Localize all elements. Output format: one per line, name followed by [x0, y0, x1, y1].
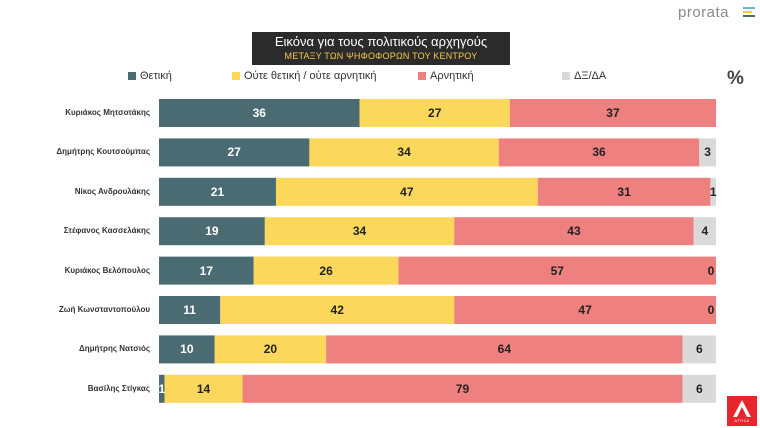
bar-segment-neutral — [220, 296, 455, 324]
percent-unit-label: % — [727, 68, 744, 89]
chart-title: Εικόνα για τους πολιτικούς αρχηγούς — [274, 34, 488, 49]
bar-segment-neutral — [164, 374, 243, 403]
data-label: 34 — [397, 145, 411, 160]
title-banner: Εικόνα για τους πολιτικούς αρχηγούς ΜΕΤΑ… — [252, 32, 510, 65]
bar-segment-negative — [454, 296, 716, 324]
legend-label-negative: Αρνητική — [430, 70, 474, 82]
attica-a-icon — [733, 400, 751, 417]
legend-label-dk-na: ΔΞ/ΔΑ — [574, 70, 607, 82]
bar-segment-neutral — [214, 335, 327, 364]
attica-logo: ATTICA — [727, 396, 757, 426]
bar-segment-negative — [537, 177, 711, 206]
bar-segment-positive — [159, 99, 360, 127]
data-label: 47 — [400, 184, 414, 199]
bar-segment-neutral — [275, 177, 538, 206]
brand-logo: prorata — [678, 4, 730, 21]
data-label: 31 — [617, 184, 631, 199]
data-label: 27 — [428, 106, 442, 120]
bar-segment-dk-na — [710, 177, 716, 206]
data-label: 3 — [704, 145, 711, 160]
data-label: 79 — [455, 381, 470, 396]
data-label: 42 — [330, 303, 344, 317]
bar-segment-negative — [398, 256, 716, 285]
legend-label-neutral: Ούτε θετική / ούτε αρνητική — [244, 70, 377, 82]
chart-subtitle: ΜΕΤΑΞΥ ΤΩΝ ΨΗΦΟΦΟΡΩΝ ΤΟΥ ΚΕΝΤΡΟΥ — [284, 51, 478, 61]
row-label: Βασίλης Στίγκας — [87, 383, 150, 393]
data-label: 0 — [707, 263, 715, 278]
bar-segment-dk-na — [682, 374, 716, 403]
bar-segment-negative — [454, 217, 694, 246]
data-label: 37 — [606, 106, 620, 120]
data-label: 19 — [205, 224, 219, 239]
bar-segment-neutral — [264, 217, 455, 246]
bar-segment-positive — [159, 374, 165, 403]
legend-swatch-neutral — [232, 72, 240, 80]
data-label: 11 — [183, 303, 196, 317]
row-label: Ζωή Κωνσταντοπούλου — [58, 305, 150, 314]
data-label: 14 — [196, 381, 211, 396]
data-label: 4 — [701, 224, 709, 239]
row-label: Κυριάκος Μητσοτάκης — [65, 108, 150, 117]
row-label: Νίκος Ανδρουλάκης — [74, 186, 150, 196]
attica-logo-text: ATTICA — [734, 418, 750, 423]
data-label: 20 — [263, 342, 278, 357]
bar-segment-neutral — [309, 138, 499, 167]
data-label: 10 — [180, 342, 194, 357]
legend-swatch-positive — [128, 72, 136, 80]
bar-segment-negative — [498, 138, 700, 167]
legend-label-positive: Θετική — [140, 70, 172, 82]
bar-segment-positive — [159, 138, 310, 167]
data-label: 1 — [709, 184, 717, 199]
bar-segment-dk-na — [682, 335, 716, 364]
data-label: 36 — [592, 145, 606, 160]
row-label: Κυριάκος Βελόπουλος — [64, 265, 150, 275]
row-label: Δημήτρης Κουτσούμπας — [56, 147, 150, 157]
bar-segment-positive — [159, 296, 221, 324]
data-label: 34 — [352, 224, 367, 239]
bar-segment-positive — [159, 217, 265, 246]
data-label: 6 — [695, 381, 703, 396]
data-label: 47 — [578, 303, 592, 317]
legend: Θετική Ούτε θετική / ούτε αρνητική Αρνητ… — [0, 70, 760, 86]
legend-swatch-negative — [418, 72, 426, 80]
bar-segment-negative — [326, 335, 683, 364]
legend-item-neutral: Ούτε θετική / ούτε αρνητική — [232, 70, 377, 82]
legend-swatch-dk-na — [562, 72, 570, 80]
legend-item-positive: Θετική — [128, 70, 172, 82]
data-label: 1 — [158, 381, 166, 396]
brand-bars-icon — [743, 7, 755, 19]
bar-segment-positive — [159, 256, 254, 285]
row-label: Στέφανος Κασσελάκης — [63, 226, 150, 236]
bar-segment-positive — [159, 177, 276, 206]
bar-segment-positive — [159, 335, 215, 364]
data-label: 57 — [550, 263, 564, 278]
data-label: 43 — [567, 224, 581, 239]
bar-segment-negative — [509, 99, 716, 127]
data-label: 21 — [210, 184, 225, 199]
bar-segment-negative — [242, 374, 683, 403]
data-label: 6 — [695, 342, 703, 357]
data-label: 27 — [227, 145, 241, 160]
data-label: 26 — [319, 263, 333, 278]
row-label: Δημήτρης Νατσιός — [79, 344, 150, 354]
data-label: 17 — [199, 263, 214, 278]
bar-segment-dk-na — [699, 138, 716, 167]
bar-segment-neutral — [359, 99, 510, 127]
data-label: 64 — [497, 342, 511, 357]
bar-segment-dk-na — [693, 217, 716, 246]
data-label: 0 — [707, 303, 715, 317]
legend-item-negative: Αρνητική — [418, 70, 474, 82]
bar-segment-neutral — [253, 256, 399, 285]
legend-item-dk-na: ΔΞ/ΔΑ — [562, 70, 606, 82]
data-label: 36 — [252, 106, 266, 120]
